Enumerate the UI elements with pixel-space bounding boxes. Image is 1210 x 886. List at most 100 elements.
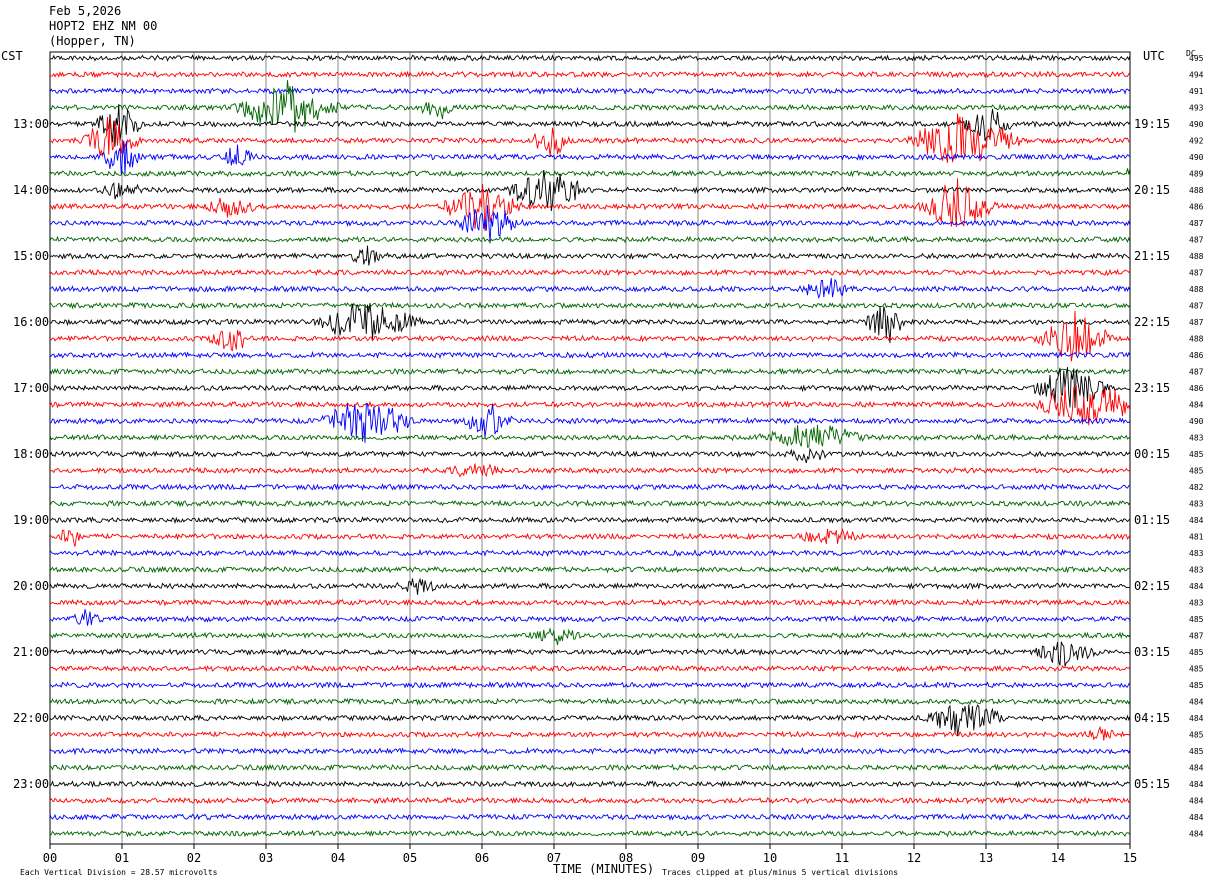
dc-value: 495 [1189, 54, 1204, 63]
x-tick-label: 01 [115, 851, 129, 865]
dc-value: 487 [1189, 318, 1204, 327]
trace-0 [50, 53, 1131, 62]
dc-value: 484 [1189, 797, 1204, 806]
dc-value: 484 [1189, 813, 1204, 822]
right-time-label: 01:15 [1134, 513, 1170, 527]
x-tick-label: 09 [691, 851, 705, 865]
footer-division: Each Vertical Division = 28.57 microvolt… [20, 868, 218, 877]
left-time-label: 20:00 [13, 579, 49, 593]
x-tick-label: 03 [259, 851, 273, 865]
trace-33 [49, 598, 1131, 607]
trace-34 [49, 609, 1131, 626]
trace-20 [49, 367, 1131, 408]
x-tick-label: 14 [1051, 851, 1065, 865]
dc-value: 488 [1189, 252, 1204, 261]
dc-value: 490 [1189, 417, 1204, 426]
trace-5 [49, 113, 1131, 163]
right-time-label: 19:15 [1134, 117, 1170, 131]
trace-16 [49, 303, 1131, 344]
trace-27 [49, 499, 1131, 508]
dc-value: 484 [1189, 516, 1204, 525]
dc-value: 488 [1189, 186, 1204, 195]
trace-35 [49, 627, 1131, 646]
dc-value: 484 [1189, 401, 1204, 410]
trace-31 [49, 565, 1131, 574]
trace-43 [49, 763, 1131, 772]
trace-47 [49, 829, 1131, 838]
dc-value: 485 [1189, 467, 1204, 476]
left-timezone: CST [1, 49, 23, 63]
dc-value: 485 [1189, 615, 1204, 624]
dc-value: 485 [1189, 731, 1204, 740]
trace-19 [49, 367, 1131, 376]
dc-value: 483 [1189, 500, 1204, 509]
dc-value: 492 [1189, 137, 1204, 146]
dc-label: DC [1186, 49, 1196, 58]
trace-2 [49, 86, 1131, 95]
trace-38 [49, 680, 1131, 690]
left-time-label: 15:00 [13, 249, 49, 263]
dc-value: 488 [1189, 285, 1204, 294]
trace-12 [49, 245, 1131, 266]
dc-value: 483 [1189, 434, 1204, 443]
trace-36 [49, 641, 1131, 667]
trace-41 [49, 725, 1131, 741]
right-time-label: 00:15 [1134, 447, 1170, 461]
trace-30 [49, 548, 1131, 558]
trace-11 [49, 235, 1131, 244]
dc-value: 487 [1189, 632, 1204, 641]
right-timezone: UTC [1143, 49, 1165, 63]
trace-46 [49, 812, 1131, 822]
left-time-label: 23:00 [13, 777, 49, 791]
header-date: Feb 5,2026 [49, 4, 122, 18]
trace-7 [49, 167, 1131, 178]
dc-value: 493 [1189, 104, 1204, 113]
dc-value: 481 [1189, 533, 1204, 542]
header-station: HOPT2 EHZ NM 00 [49, 19, 158, 33]
dc-value: 489 [1189, 170, 1204, 179]
trace-6 [49, 140, 1131, 175]
trace-18 [49, 350, 1131, 360]
trace-44 [49, 779, 1131, 789]
trace-8 [49, 170, 1131, 212]
right-time-label: 21:15 [1134, 249, 1170, 263]
dc-value: 490 [1189, 120, 1204, 129]
trace-42 [49, 746, 1131, 756]
trace-45 [49, 796, 1131, 805]
right-time-label: 02:15 [1134, 579, 1170, 593]
dc-value: 485 [1189, 450, 1204, 459]
left-time-label: 13:00 [13, 117, 49, 131]
dc-value: 485 [1189, 681, 1204, 690]
dc-value: 487 [1189, 368, 1204, 377]
x-tick-label: 02 [187, 851, 201, 865]
dc-value: 484 [1189, 582, 1204, 591]
trace-9 [49, 178, 1131, 232]
right-time-label: 20:15 [1134, 183, 1170, 197]
x-tick-label: 07 [547, 851, 561, 865]
x-axis-title: TIME (MINUTES) [553, 862, 655, 876]
trace-4 [49, 104, 1131, 147]
trace-3 [49, 80, 1131, 133]
x-tick-label: 11 [835, 851, 849, 865]
trace-29 [49, 527, 1131, 547]
trace-28 [49, 516, 1131, 525]
left-time-label: 21:00 [13, 645, 49, 659]
dc-value: 484 [1189, 698, 1204, 707]
dc-value: 483 [1189, 566, 1204, 575]
trace-37 [49, 664, 1131, 673]
left-time-label: 14:00 [13, 183, 49, 197]
right-time-label: 03:15 [1134, 645, 1170, 659]
trace-15 [49, 301, 1131, 310]
left-time-label: 16:00 [13, 315, 49, 329]
dc-value: 490 [1189, 153, 1204, 162]
trace-22 [49, 403, 1131, 443]
dc-value: 484 [1189, 714, 1204, 723]
left-time-label: 17:00 [13, 381, 49, 395]
x-tick-label: 10 [763, 851, 777, 865]
trace-25 [49, 463, 1131, 478]
dc-value: 486 [1189, 351, 1204, 360]
trace-14 [49, 278, 1131, 300]
left-time-label: 19:00 [13, 513, 49, 527]
right-time-label: 23:15 [1134, 381, 1170, 395]
